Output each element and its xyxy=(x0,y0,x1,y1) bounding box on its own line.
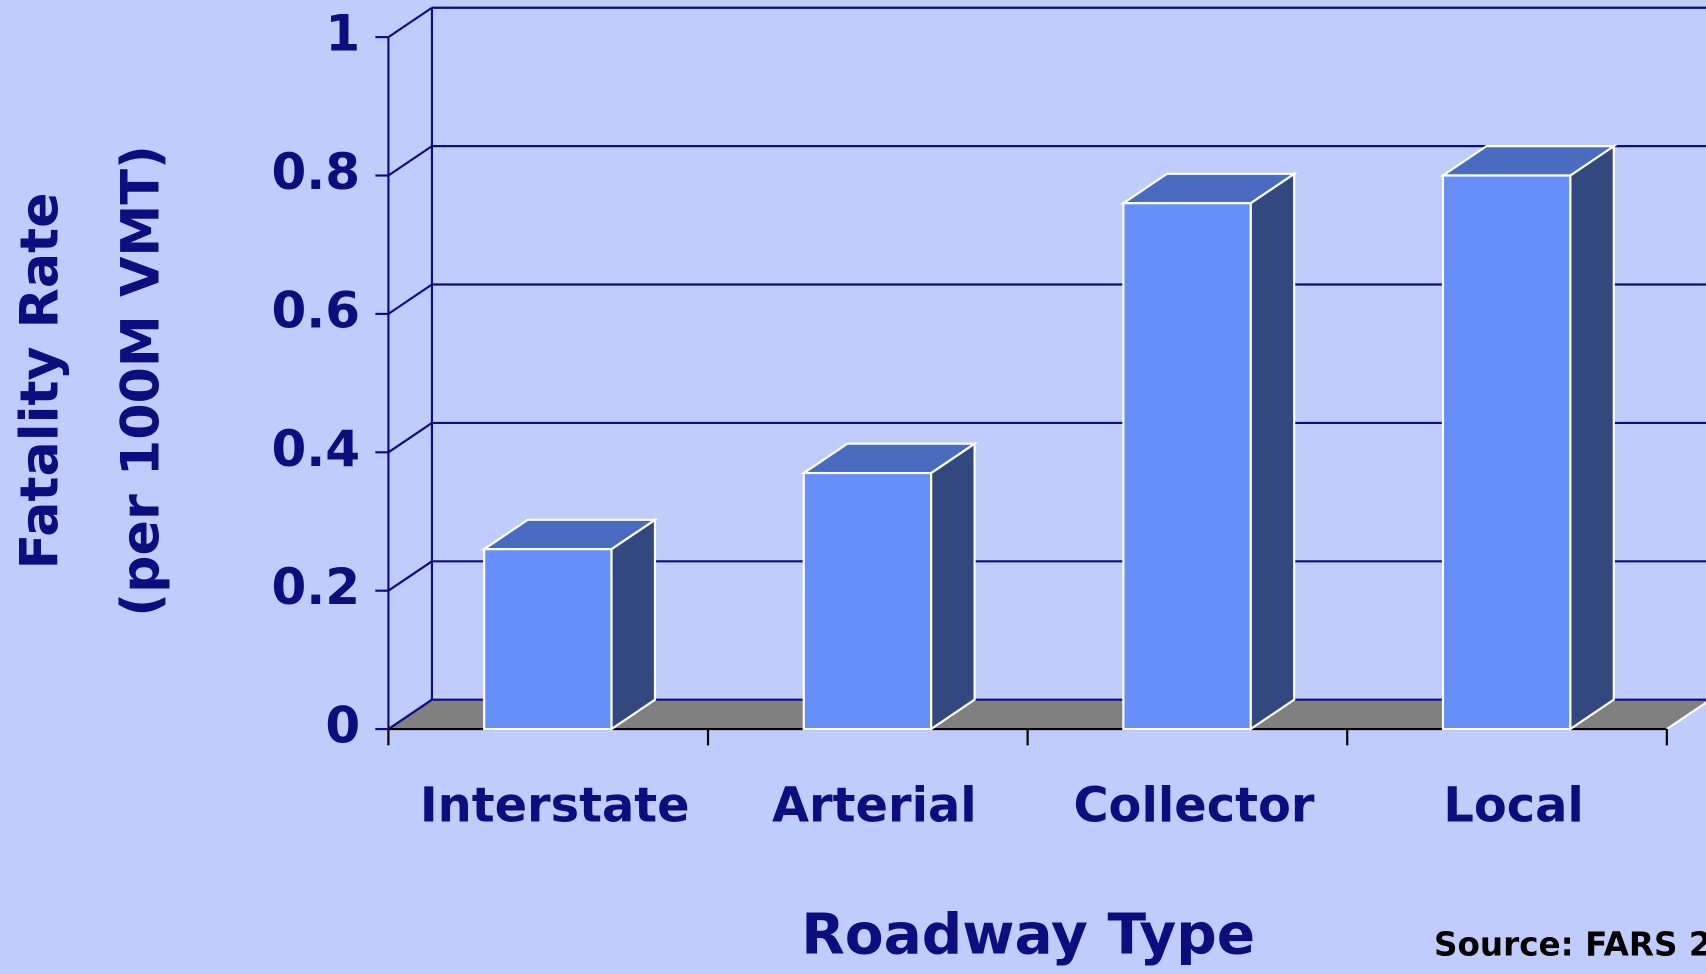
x-tick-label: Local xyxy=(1443,779,1583,834)
bar-side xyxy=(1249,171,1296,732)
grid-line-side xyxy=(387,560,433,592)
y-tick-label: 1 xyxy=(325,5,360,63)
bar-side xyxy=(610,517,657,732)
bar xyxy=(802,471,933,731)
bar xyxy=(1122,202,1252,731)
grid-line-side xyxy=(387,283,433,315)
x-tick-label: Interstate xyxy=(420,779,690,834)
grid-line-side xyxy=(387,698,433,730)
y-tick-label: 0.2 xyxy=(271,558,360,616)
x-tick-label: Collector xyxy=(1073,779,1314,834)
y-tick-label: 0 xyxy=(325,697,360,755)
floor-edge xyxy=(1666,701,1706,730)
x-axis-label: Roadway Type xyxy=(801,902,1255,968)
bar xyxy=(483,548,613,731)
source-note: Source: FARS 20 xyxy=(1434,926,1706,964)
bar-side xyxy=(1569,144,1615,732)
bar xyxy=(1441,174,1572,731)
y-axis-label: (per 100M VMT) xyxy=(112,145,172,617)
grid-line-side xyxy=(387,145,433,177)
floor xyxy=(388,699,1706,730)
y-tick-label: 0.6 xyxy=(271,281,360,339)
y-axis-label: Fatality Rate xyxy=(11,192,71,569)
grid-line-side xyxy=(387,6,433,39)
y-tick-label: 0.8 xyxy=(271,143,360,201)
bar-side xyxy=(929,441,976,732)
y-tick-label: 0.4 xyxy=(271,420,360,478)
grid-line-side xyxy=(387,422,433,454)
x-tick-label: Arterial xyxy=(772,779,977,834)
